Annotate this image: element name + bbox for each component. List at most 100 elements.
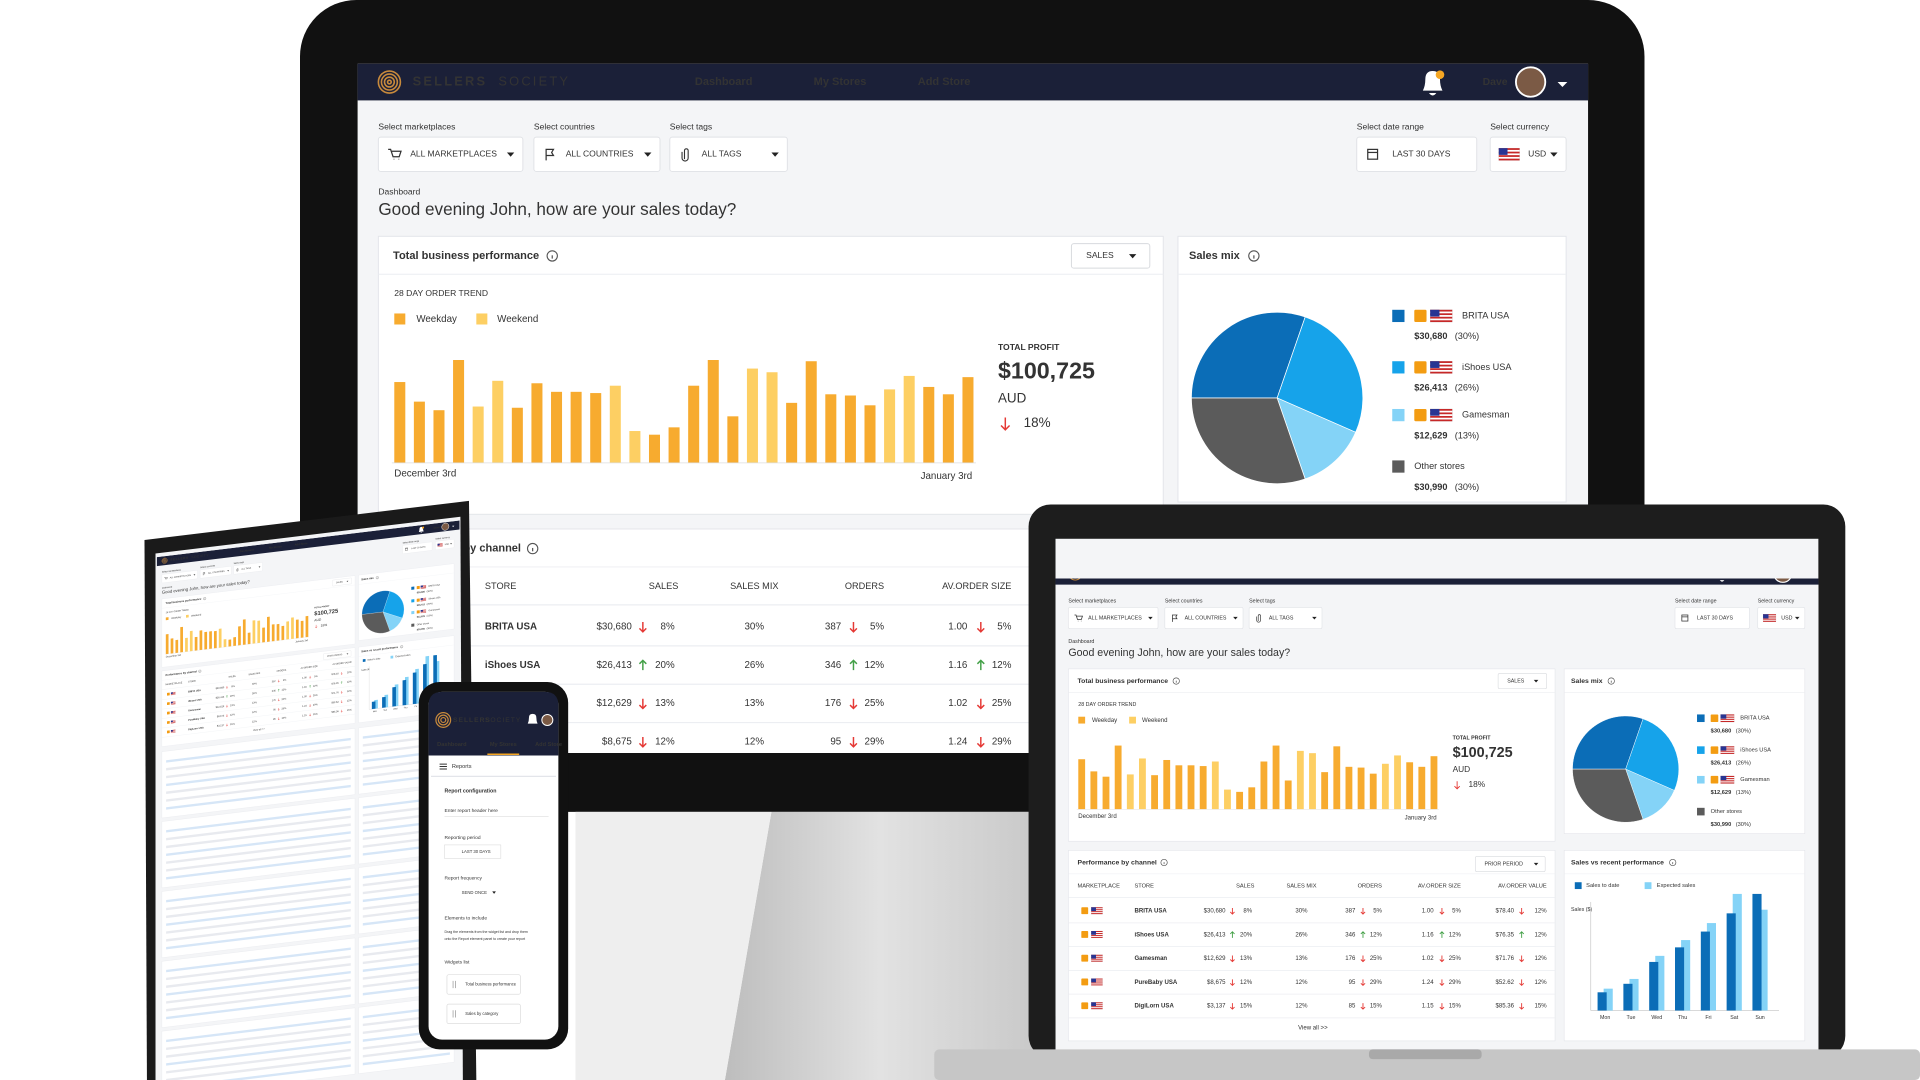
- store-name[interactable]: iShoes USA: [485, 660, 540, 671]
- store-name[interactable]: DigiLorn USA: [188, 726, 204, 731]
- store-name[interactable]: BRITA USA: [188, 689, 201, 694]
- legend-amount: $30,990: [1414, 482, 1447, 492]
- info-icon: [546, 250, 558, 262]
- filter-dropdown[interactable]: [402, 541, 433, 554]
- filter-dropdown[interactable]: [533, 136, 661, 172]
- flag-stripe: [170, 694, 176, 696]
- laptop-base: [934, 1049, 1920, 1080]
- user-menu-caret[interactable]: [451, 525, 455, 527]
- nav-item[interactable]: My Stores: [269, 544, 282, 550]
- x-tick-label: Fri: [415, 706, 418, 708]
- cell-value: $12,629: [596, 698, 631, 709]
- store-name[interactable]: BRITA USA: [1134, 909, 1167, 915]
- field-label: Widgets list: [444, 960, 470, 966]
- flag-canton: [1720, 714, 1727, 719]
- filter-dropdown[interactable]: [1068, 607, 1159, 629]
- flag-stripe: [170, 722, 176, 724]
- trend-bar: [247, 632, 251, 645]
- view-all-link[interactable]: View all >>: [253, 728, 265, 732]
- user-menu-caret[interactable]: [1557, 82, 1568, 87]
- filter-dropdown[interactable]: [1356, 136, 1478, 172]
- filter-dropdown[interactable]: [1757, 607, 1806, 629]
- metric-dropdown[interactable]: [332, 577, 352, 587]
- nav-item[interactable]: My Stores: [814, 76, 867, 88]
- filter-dropdown[interactable]: [161, 570, 198, 584]
- user-avatar[interactable]: [1515, 66, 1547, 98]
- period-dropdown[interactable]: [323, 650, 352, 660]
- logo-mark: [386, 79, 393, 85]
- filter-dropdown[interactable]: [200, 566, 232, 579]
- user-avatar[interactable]: [441, 522, 450, 531]
- nav-item[interactable]: Add Store: [918, 76, 971, 88]
- column-header: ORDERS: [1358, 884, 1383, 890]
- user-avatar[interactable]: [1774, 564, 1792, 583]
- store-name[interactable]: PureBaby USA: [188, 717, 205, 722]
- notification-bell[interactable]: [1716, 566, 1728, 582]
- laptop-notch: [1368, 1049, 1482, 1060]
- trend-bar: [923, 386, 935, 463]
- period-dropdown[interactable]: [444, 844, 502, 859]
- nav-item[interactable]: Dashboard: [240, 548, 254, 554]
- store-name[interactable]: PureBaby USA: [1134, 980, 1177, 986]
- filter-value: LAST 30 DAYS: [1697, 615, 1733, 621]
- cell-change: 12%: [347, 680, 353, 684]
- nav-item[interactable]: Dashboard: [695, 76, 753, 88]
- cell-value: $78.40: [1496, 909, 1515, 915]
- nav-item[interactable]: Dashboard: [437, 742, 467, 748]
- filter-dropdown[interactable]: [233, 562, 263, 575]
- cell-change: 12%: [865, 660, 885, 671]
- cell-change: 15%: [230, 723, 236, 727]
- nav-bar: [156, 520, 460, 567]
- widget-card[interactable]: [446, 974, 521, 995]
- store-name[interactable]: iShoes USA: [1134, 932, 1169, 938]
- marketplace-icon: [1081, 907, 1089, 915]
- profit-currency: AUD: [998, 391, 1027, 406]
- trend-bar: [300, 620, 304, 638]
- nav-item[interactable]: My Stores: [490, 742, 517, 748]
- legend-amount: $30,680: [1414, 331, 1447, 341]
- brand-name: SOCIETY: [191, 553, 209, 559]
- filter-dropdown[interactable]: [1674, 607, 1750, 629]
- sales-bar: [371, 701, 376, 710]
- legend-share: (13%): [1455, 430, 1479, 440]
- flag-stripe: [1091, 958, 1103, 960]
- menu-icon[interactable]: [439, 763, 447, 770]
- tablet-row: [166, 784, 351, 810]
- store-name[interactable]: DigiLorn USA: [1134, 1004, 1174, 1010]
- card-title: Performance by channel: [1078, 859, 1157, 866]
- period-dropdown[interactable]: [1475, 856, 1546, 872]
- trend-title: 28 DAY ORDER TREND: [166, 608, 189, 614]
- period-value: PRIOR PERIOD: [1484, 861, 1523, 867]
- nav-item[interactable]: Add Store: [535, 742, 562, 748]
- filter-dropdown[interactable]: [435, 539, 455, 550]
- view-all-link[interactable]: View all >>: [1298, 1026, 1328, 1032]
- filter-label: Select date range: [403, 539, 420, 544]
- legend-amount: $26,413: [1414, 383, 1447, 393]
- store-name[interactable]: BRITA USA: [485, 622, 537, 633]
- widget-card[interactable]: [446, 1003, 521, 1025]
- cell-value: $71.76: [1496, 956, 1515, 962]
- flag-stripe: [1430, 313, 1453, 316]
- store-name[interactable]: Gamesman: [188, 708, 201, 713]
- filter-dropdown[interactable]: [377, 136, 524, 172]
- info-icon: [1160, 858, 1168, 867]
- metric-dropdown[interactable]: [1070, 243, 1151, 269]
- filter-dropdown[interactable]: [669, 136, 788, 172]
- nav-item[interactable]: Add Store: [295, 541, 308, 547]
- filter-dropdown[interactable]: [1248, 607, 1323, 629]
- metric-dropdown[interactable]: [1497, 673, 1548, 689]
- legend-swatch: [1392, 460, 1405, 473]
- flag-stripe: [420, 611, 427, 613]
- cell-value: $26,413: [596, 660, 632, 671]
- trend-arrow: [314, 624, 318, 629]
- filter-dropdown[interactable]: [1489, 136, 1567, 172]
- tablet-row: [166, 963, 351, 988]
- store-name[interactable]: Gamesman: [1134, 956, 1167, 962]
- frequency-value[interactable]: SEND ONCE: [462, 890, 488, 895]
- filter-dropdown[interactable]: [1164, 607, 1244, 629]
- legend-swatch: [165, 617, 169, 621]
- filter-label: Select currency: [1490, 122, 1550, 132]
- store-name[interactable]: iShoes USA: [188, 698, 202, 703]
- cell-change: 15%: [1240, 1004, 1253, 1010]
